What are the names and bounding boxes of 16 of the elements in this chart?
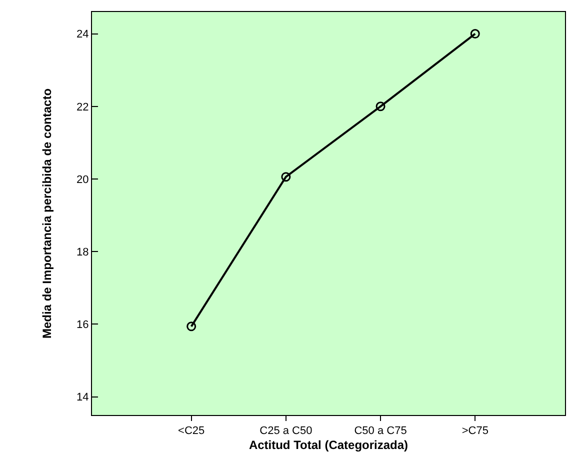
y-tick-label: 24 bbox=[76, 28, 89, 41]
x-axis-title: Actitud Total (Categorizada) bbox=[248, 438, 408, 452]
y-tick-label: 18 bbox=[76, 246, 89, 258]
y-tick-label: 16 bbox=[76, 319, 89, 332]
point bbox=[186, 322, 196, 332]
x-tick-label: >C75 bbox=[462, 425, 488, 438]
y-axis-title: Media de Importancia percibida de contacto bbox=[40, 88, 54, 339]
y-tick-label: 14 bbox=[76, 392, 89, 404]
x-tick-label: <C25 bbox=[178, 425, 205, 438]
x-tick-label: C50 a C75 bbox=[354, 425, 407, 438]
y-tick-label: 22 bbox=[76, 101, 89, 114]
point bbox=[470, 29, 480, 39]
x-tick-label: C25 a C50 bbox=[260, 425, 312, 438]
point bbox=[281, 172, 291, 182]
point bbox=[376, 102, 386, 112]
y-tick-label: 20 bbox=[76, 174, 89, 186]
